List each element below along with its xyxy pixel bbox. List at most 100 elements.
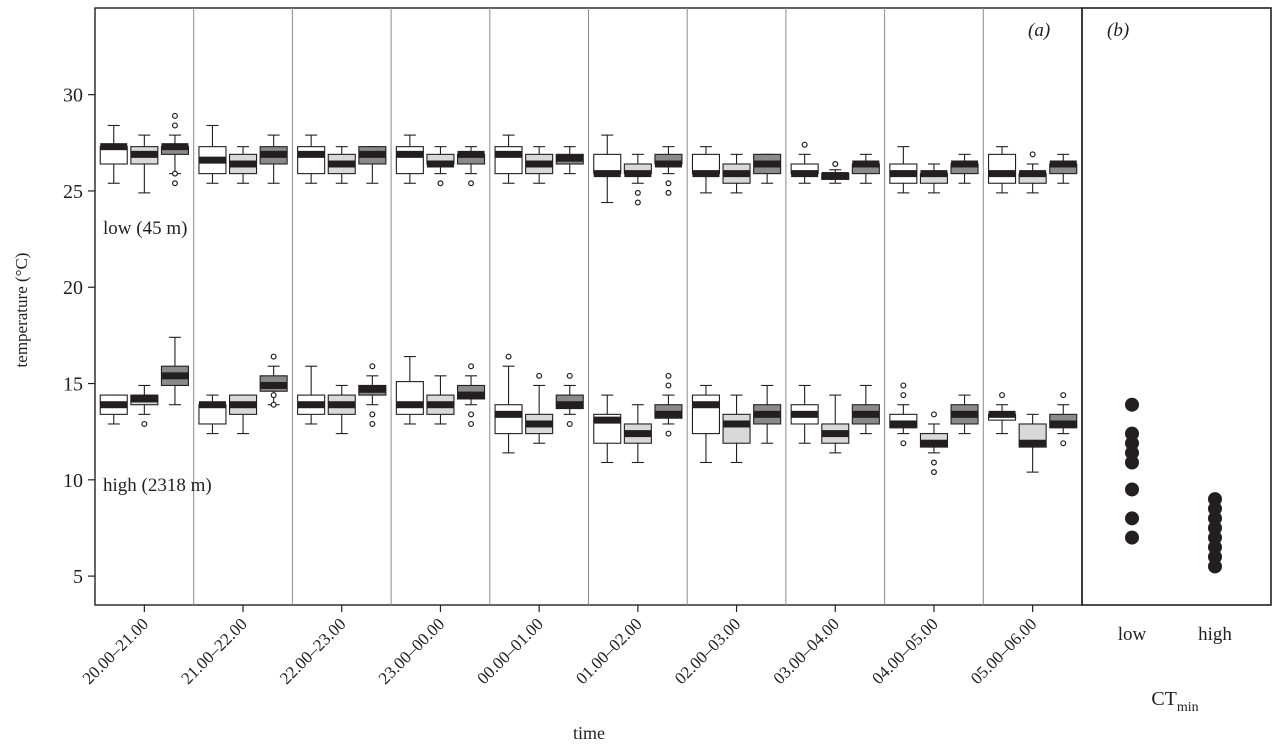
x-tick-label: 01.00–02.00 <box>572 614 646 688</box>
ctmin-point-high <box>1208 520 1222 535</box>
median-bar <box>951 160 979 168</box>
ctmin-subscript: min <box>1177 700 1199 715</box>
boxplots <box>99 112 1078 476</box>
median-bar <box>457 391 485 399</box>
median-bar <box>525 160 553 168</box>
median-bar <box>426 160 454 168</box>
median-bar <box>889 170 917 178</box>
median-bar <box>229 160 257 168</box>
ctmin-point-high <box>1208 501 1222 516</box>
y-tick-label: 20 <box>63 277 83 299</box>
median-bar <box>328 401 356 409</box>
median-bar <box>692 170 720 178</box>
median-bar <box>495 410 523 418</box>
y-tick-label: 10 <box>63 470 83 492</box>
outlier-point <box>369 363 376 370</box>
median-bar <box>229 401 257 409</box>
ctmin-frame <box>1081 7 1272 606</box>
median-bar <box>426 401 454 409</box>
ctmin-axis-title: CTmin <box>1151 688 1198 715</box>
median-bar <box>821 430 849 438</box>
y-tick-label: 15 <box>63 374 83 396</box>
median-bar <box>260 381 288 389</box>
x-tick-label: 04.00–05.00 <box>868 614 942 688</box>
outlier-point <box>369 420 376 427</box>
median-bar <box>723 170 751 178</box>
median-bar <box>624 170 652 178</box>
outlier-point <box>930 459 937 466</box>
x-tick-label: 02.00–03.00 <box>671 614 745 688</box>
median-bar <box>1019 170 1047 178</box>
outlier-point <box>634 199 641 206</box>
panel-b-frame <box>1081 7 1272 606</box>
median-bar <box>495 150 523 158</box>
median-bar <box>161 372 189 380</box>
outlier-point <box>468 363 475 370</box>
annotation-high: high (2318 m) <box>103 475 212 496</box>
x-axis-title: time <box>573 723 605 743</box>
median-bar <box>130 395 158 403</box>
outlier-point <box>1029 151 1036 158</box>
median-bar <box>198 156 226 164</box>
median-bar <box>260 150 288 158</box>
ctmin-base: CT <box>1151 688 1177 710</box>
median-bar <box>593 170 621 178</box>
median-bar <box>593 416 621 424</box>
median-bar <box>297 150 325 158</box>
outlier-point <box>999 392 1006 399</box>
ctmin-point-low <box>1125 530 1139 545</box>
ctmin-point-low <box>1125 511 1139 526</box>
median-bar <box>753 160 781 168</box>
outlier-point <box>665 189 672 196</box>
median-bar <box>358 385 386 393</box>
median-bar <box>358 150 386 158</box>
median-bar <box>457 150 485 158</box>
outlier-point <box>270 392 277 399</box>
median-bar <box>1049 160 1077 168</box>
outlier-point <box>665 430 672 437</box>
outlier-point <box>1060 440 1067 447</box>
panel-b-x-label-low: low <box>1118 624 1147 645</box>
median-bar <box>396 150 424 158</box>
outlier-point <box>900 440 907 447</box>
x-tick-label: 22.00–23.00 <box>276 614 350 688</box>
median-bar <box>1019 439 1047 447</box>
median-bar <box>692 401 720 409</box>
y-tick-label: 30 <box>63 85 83 107</box>
outlier-point <box>566 372 573 379</box>
outlier-point <box>634 189 641 196</box>
median-bar <box>852 160 880 168</box>
median-bar <box>889 420 917 428</box>
outlier-point <box>665 180 672 187</box>
ctmin-point-high <box>1208 530 1222 545</box>
median-bar <box>988 170 1016 178</box>
box <box>494 146 523 175</box>
median-bar <box>951 410 979 418</box>
median-bar <box>525 420 553 428</box>
box <box>297 146 326 175</box>
median-bar <box>328 160 356 168</box>
ctmin-point-low <box>1125 436 1139 451</box>
ctmin-point-high <box>1208 492 1222 507</box>
outlier-point <box>270 353 277 360</box>
median-bar <box>920 170 948 178</box>
box <box>988 153 1017 184</box>
median-bar <box>988 410 1016 418</box>
median-bar <box>821 172 849 180</box>
median-bar <box>920 439 948 447</box>
outlier-point <box>665 382 672 389</box>
outlier-point <box>930 469 937 476</box>
outlier-point <box>900 392 907 399</box>
median-bar <box>723 420 751 428</box>
panel-a-label: (a) <box>1028 20 1050 41</box>
median-bar <box>556 401 584 409</box>
outlier-point <box>171 180 178 187</box>
outlier-point <box>566 420 573 427</box>
labels: (a) (b) low (45 m) high (2318 m) tempera… <box>12 20 1232 743</box>
x-tick-label: 00.00–01.00 <box>473 614 547 688</box>
outlier-point <box>1060 392 1067 399</box>
median-bar <box>1049 420 1077 428</box>
outlier-point <box>171 170 178 177</box>
x-tick-label: 05.00–06.00 <box>967 614 1041 688</box>
